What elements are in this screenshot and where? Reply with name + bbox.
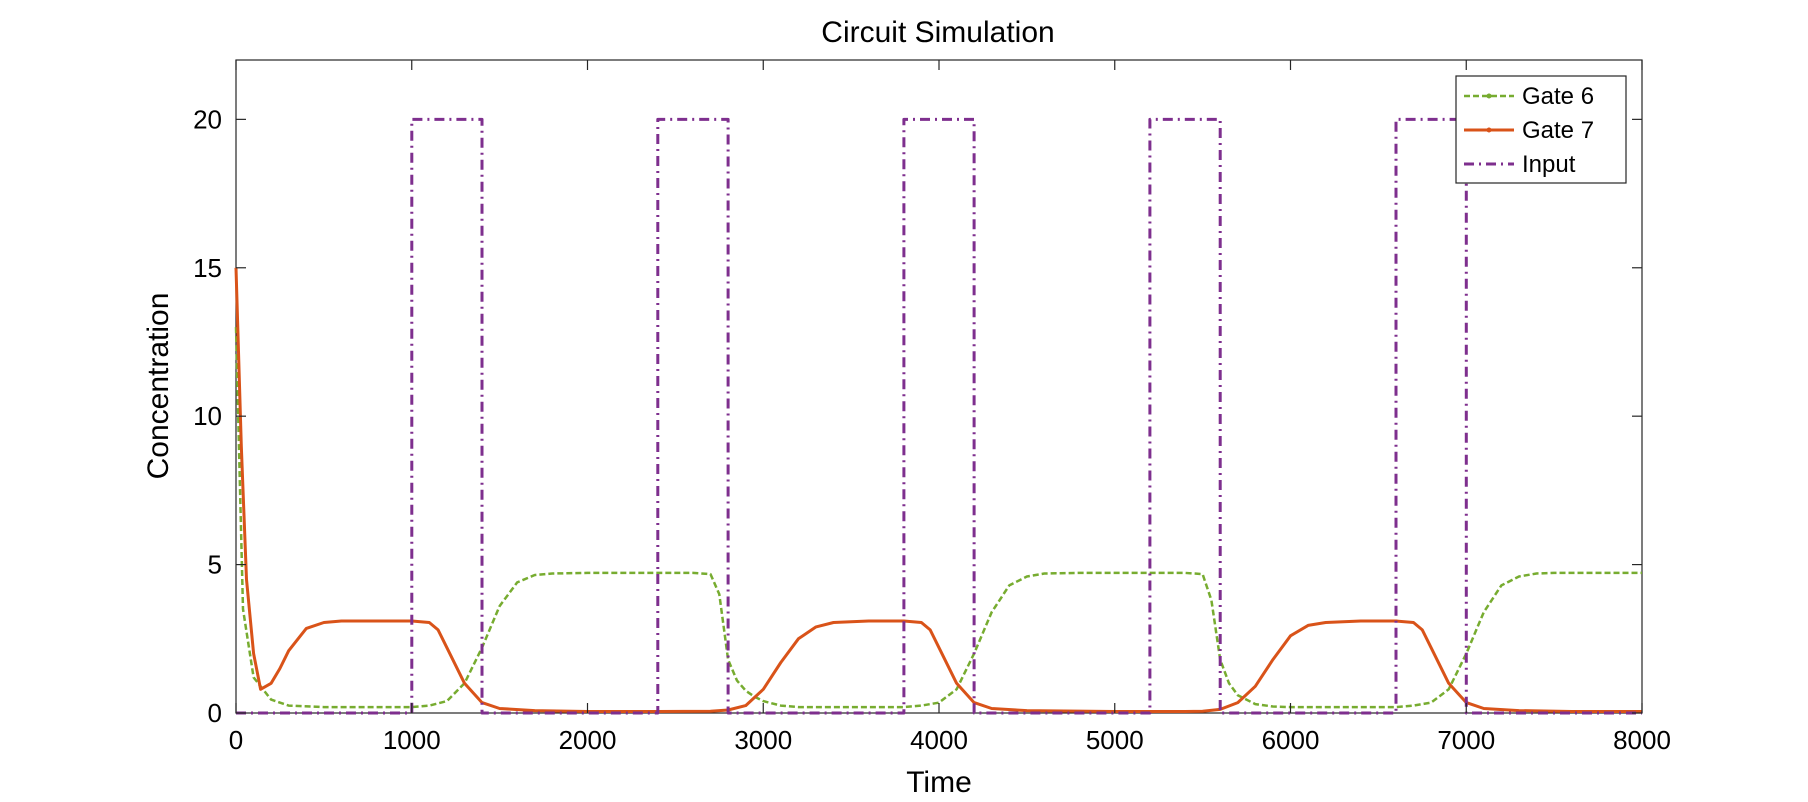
legend-entry: Input: [1464, 151, 1576, 178]
x-tick-label: 3000: [734, 725, 792, 755]
series-line-gate-7: [234, 267, 1642, 713]
y-tick-label: 0: [208, 698, 222, 728]
x-tick-label: 2000: [559, 725, 617, 755]
legend-entry: Gate 6: [1464, 83, 1594, 110]
series-line-gate-6: [234, 327, 1642, 709]
y-tick-label: 20: [193, 104, 222, 134]
legend-entry: Gate 7: [1464, 117, 1594, 144]
x-tick-label: 1000: [383, 725, 441, 755]
legend-marker: [1486, 93, 1492, 99]
x-tick-label: 5000: [1086, 725, 1144, 755]
series-line-input: [236, 117, 1642, 715]
x-tick-label: 4000: [910, 725, 968, 755]
y-axis-label: Concentration: [142, 293, 175, 480]
series-layer: [234, 117, 1642, 715]
x-tick-label: 7000: [1437, 725, 1495, 755]
y-tick-label: 5: [208, 550, 222, 580]
y-tick-label: 10: [193, 401, 222, 431]
x-axis-label: Time: [906, 766, 972, 799]
x-tick-label: 6000: [1262, 725, 1320, 755]
legend-entries: Gate 6 Gate 7 Input: [1464, 83, 1594, 178]
plot-area: 0 1000 2000 3000 4000 5000 6000 7000 8000 0 5 10 15 2…: [193, 59, 1671, 755]
legend: Gate 6 Gate 7 Input: [1455, 75, 1627, 184]
y-tick-label: 15: [193, 253, 222, 283]
x-tick-label: 8000: [1613, 725, 1671, 755]
chart-title: Circuit Simulation: [821, 16, 1054, 49]
tick-layer: 0 1000 2000 3000 4000 5000 6000 7000 8000 0 5 10 15 2…: [193, 60, 1671, 755]
legend-label: Input: [1522, 151, 1576, 178]
legend-label: Gate 6: [1522, 83, 1594, 110]
legend-label: Gate 7: [1522, 117, 1594, 144]
x-tick-label: 0: [229, 725, 243, 755]
plot-frame: [235, 59, 1643, 714]
legend-marker: [1486, 127, 1492, 133]
